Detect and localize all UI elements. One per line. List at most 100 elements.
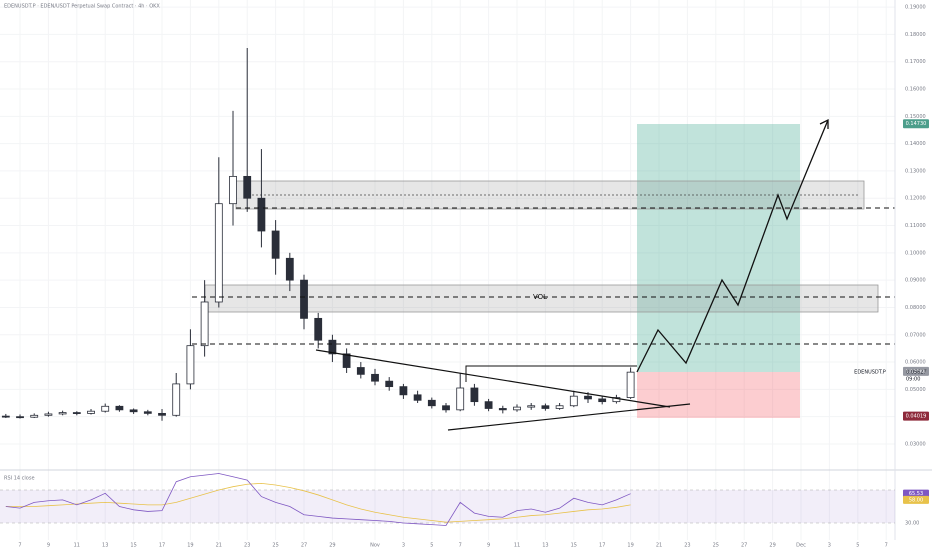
candle-body [16,416,24,419]
x-tick-label: 9 [47,543,50,549]
x-tick-label: 17 [159,543,165,549]
arrow-head [819,118,829,129]
candle-body [172,383,181,416]
candle-body [356,367,365,375]
candle-body [257,197,266,232]
candle-body [300,279,308,319]
candle-body [328,339,337,355]
candle-body [385,380,394,388]
candle-body [399,386,408,396]
candle-body [470,387,479,403]
x-tick-label: 27 [741,543,747,549]
x-tick-label: 25 [272,543,278,549]
x-tick-label: 29 [329,543,335,549]
y-tick-label: 0.10000 [905,250,926,256]
candle-body [129,409,138,413]
candle-body [30,414,39,418]
x-tick-label: 21 [656,543,662,549]
candle-body [200,301,209,347]
x-tick-label: 7 [459,543,462,549]
candle-body [584,395,592,400]
rsi-ma-line [5,482,631,523]
x-tick-label: 27 [301,543,307,549]
candle-body [484,401,493,409]
price-tag-label: 58.00 [909,497,923,503]
candle-body [115,405,124,411]
stop-zone [637,372,800,418]
x-tick-label: 5 [430,543,433,549]
candle-body [427,399,436,407]
candle-body [371,373,379,382]
candle-body [87,410,95,414]
x-tick-label: 15 [130,543,136,549]
y-tick-label: 0.13000 [905,168,926,174]
x-tick-label: 11 [514,543,520,549]
rsi-title: RSI 14 close [4,476,35,482]
y-tick-label: 0.18000 [905,32,926,38]
zone-label: VOL [533,293,547,301]
candle-body [229,175,237,205]
candle-body [143,411,152,414]
candle-body [513,406,521,411]
y-tick-label: 0.08000 [905,305,926,311]
countdown: 09:00 [906,377,920,383]
x-tick-label: 5 [856,543,859,549]
candle-body [527,405,536,408]
price-tag-label: 0.04019 [906,414,927,420]
y-tick-label: 0.06000 [905,360,926,366]
x-tick-label: 13 [542,543,548,549]
x-tick-label: 3 [402,543,405,549]
candle-body [44,413,53,416]
y-tick-label: 0.15000 [905,114,926,120]
price-tag [903,495,929,504]
symbol-label: EDENUSDT.P [854,370,886,376]
overlay: 0.19000 0.18000 0.17000 0.16000 0.15000 0.140… [5,5,929,549]
x-tick-label: 3 [828,543,831,549]
x-tick-label: 21 [216,543,222,549]
trend-line [447,403,691,431]
y-tick-label: 0.05000 [905,387,926,393]
y-tick-label: 0.12000 [905,196,926,202]
price-tag [903,366,929,376]
candle-body [158,412,166,416]
candle-body [555,405,564,409]
x-tick-label: 15 [571,543,577,549]
volume-zone [204,284,879,313]
price-tag [903,119,929,129]
x-tick-label: 13 [102,543,108,549]
x-tick-label: Nov [370,543,380,549]
y-tick-label: 0.07000 [905,332,926,338]
candle-body [271,230,280,259]
x-tick-label: 7 [18,543,21,549]
price-tag-label: 65.53 [909,491,923,497]
candle-body [101,405,110,412]
y-tick-label: 0.03000 [905,441,926,447]
candle-body [285,257,294,281]
y-tick-label: 0.16000 [905,87,926,93]
grid [0,0,895,540]
y-tick-label: 0.11000 [905,223,926,229]
candle-body [413,394,422,401]
y-tick-label: 0.14000 [905,141,926,147]
y-tick-label: 0.19000 [905,5,926,11]
candle-body [598,398,607,403]
x-tick-label: 23 [684,543,690,549]
trend-line [315,349,671,408]
y-tick-label: 0.09000 [905,278,926,284]
drawings [192,118,895,431]
candle-body [1,415,10,418]
x-tick-label: 19 [187,543,193,549]
candle-body [214,203,223,303]
range-box [465,365,637,382]
candle-body [541,405,550,409]
chart-title: EDENUSDT.P · EDEN/USDT Perpetual Swap Co… [4,4,160,10]
x-tick-label: Dec [796,543,806,549]
last-price-label: 0.05627 [906,370,927,376]
target-zone [637,124,800,372]
y-tick-label: 0.17000 [905,59,926,65]
candle-body [314,317,323,341]
candle-body [626,371,635,398]
price-tag [903,411,929,421]
